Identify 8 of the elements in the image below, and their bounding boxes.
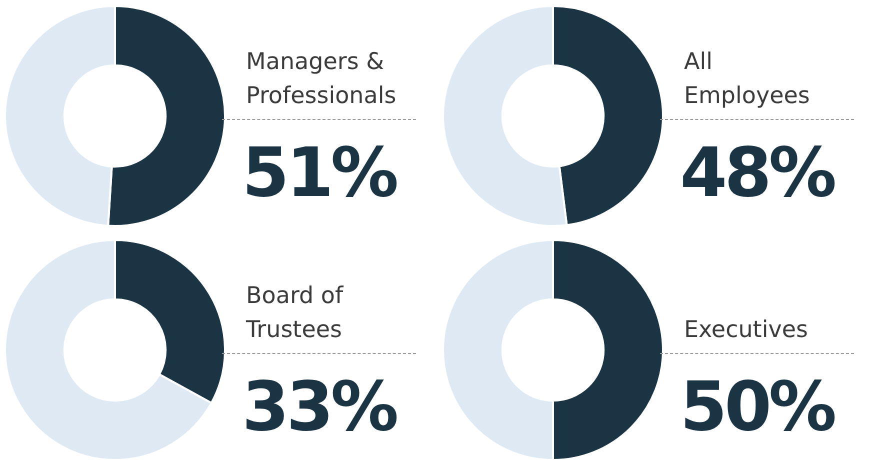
data-label: 33%	[242, 366, 396, 448]
text: All Employees	[684, 48, 811, 111]
data-label: 50%	[680, 366, 834, 448]
data-label: 48%	[680, 133, 834, 215]
text: Executives	[684, 316, 809, 344]
data-label: 51%	[242, 133, 396, 215]
text: Managers & Professionals	[246, 48, 398, 111]
text: Board of Trustees	[246, 282, 344, 344]
